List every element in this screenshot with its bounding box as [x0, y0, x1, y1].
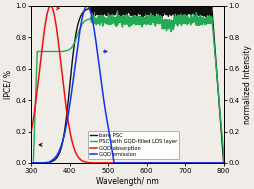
bare PSC [221, 162, 224, 164]
GQD absorption [49, 5, 52, 7]
PSC with GQD-filled LDS layer [181, 18, 184, 21]
X-axis label: Wavelength/ nm: Wavelength/ nm [96, 177, 158, 186]
GQD emission [181, 162, 184, 164]
bare PSC [216, 88, 219, 90]
GQD absorption [39, 55, 42, 57]
bare PSC [181, 10, 184, 12]
GQD absorption [216, 162, 219, 164]
bare PSC [89, 5, 92, 7]
GQD absorption [181, 162, 184, 164]
GQD absorption [216, 162, 219, 164]
GQD absorption [118, 162, 121, 164]
Line: GQD emission: GQD emission [31, 6, 223, 163]
GQD emission [221, 162, 224, 164]
bare PSC [216, 89, 219, 92]
Line: GQD absorption: GQD absorption [31, 6, 223, 163]
Line: bare PSC: bare PSC [31, 6, 223, 163]
GQD emission [123, 162, 126, 164]
GQD emission [30, 162, 33, 164]
GQD emission [118, 162, 121, 164]
GQD absorption [30, 130, 33, 132]
Y-axis label: IPCE/ %: IPCE/ % [4, 70, 12, 99]
PSC with GQD-filled LDS layer [30, 162, 33, 164]
GQD absorption [221, 162, 224, 164]
bare PSC [123, 11, 126, 14]
bare PSC [118, 6, 121, 9]
PSC with GQD-filled LDS layer [216, 88, 219, 90]
GQD emission [39, 162, 42, 164]
GQD absorption [123, 162, 126, 164]
PSC with GQD-filled LDS layer [221, 162, 224, 164]
GQD emission [216, 162, 219, 164]
PSC with GQD-filled LDS layer [123, 14, 126, 17]
bare PSC [30, 162, 33, 164]
PSC with GQD-filled LDS layer [216, 89, 219, 91]
Line: PSC with GQD-filled LDS layer: PSC with GQD-filled LDS layer [31, 11, 223, 163]
bare PSC [39, 162, 42, 164]
PSC with GQD-filled LDS layer [116, 10, 119, 12]
GQD emission [216, 162, 219, 164]
Legend: bare PSC, PSC with GQD-filled LDS layer, GQD absorption, GQD emission: bare PSC, PSC with GQD-filled LDS layer,… [87, 131, 179, 159]
GQD emission [85, 5, 88, 7]
PSC with GQD-filled LDS layer [39, 50, 42, 53]
Y-axis label: normalized Intensity: normalized Intensity [242, 45, 250, 124]
PSC with GQD-filled LDS layer [118, 21, 121, 23]
